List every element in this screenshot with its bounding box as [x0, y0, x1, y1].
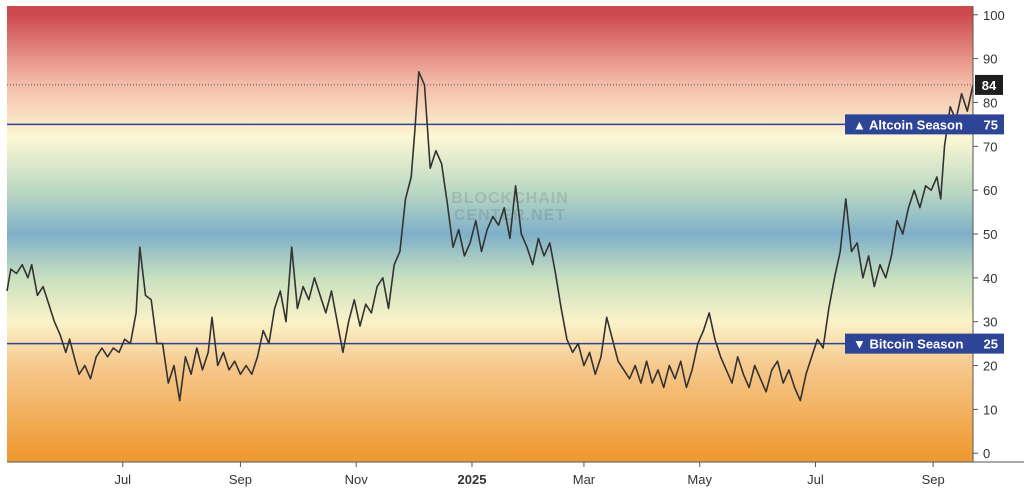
y-tick-label-70: 70	[983, 139, 997, 154]
x-tick-label-1: Sep	[229, 472, 252, 487]
reference-badge-label-0: ▲ Altcoin Season	[853, 117, 963, 132]
y-tick-label-20: 20	[983, 359, 997, 374]
reference-badge-bg-0	[845, 114, 1004, 135]
reference-badge-value-1: 25	[984, 337, 998, 352]
last-value-badge-label: 84	[982, 78, 997, 93]
series-layer	[6, 71, 974, 402]
y-tick-label-40: 40	[983, 271, 997, 286]
reference-badge-bg-1	[845, 333, 1004, 354]
watermark-line-1: BLOCKCHAIN	[451, 190, 569, 207]
x-tick-label-3: 2025	[458, 472, 487, 487]
series-line-0	[6, 71, 974, 402]
x-tick-label-7: Sep	[922, 472, 945, 487]
y-tick-label-30: 30	[983, 315, 997, 330]
y-tick-label-60: 60	[983, 183, 997, 198]
x-tick-label-0: Jul	[114, 472, 131, 487]
y-tick-label-0: 0	[983, 446, 990, 461]
axes: 0 10 20 30 40 50 60 70 80 90 100 Jul Sep Nov 2025 Mar Ma…	[7, 6, 1024, 487]
x-tick-label-6: Jul	[807, 472, 824, 487]
x-tick-label-4: Mar	[573, 472, 596, 487]
x-tick-label-5: May	[687, 472, 712, 487]
y-tick-label-90: 90	[983, 52, 997, 67]
y-tick-label-80: 80	[983, 95, 997, 110]
last-value-badge: 84	[975, 74, 1003, 95]
y-tick-label-100: 100	[983, 8, 1005, 23]
reference-badge-value-0: 75	[984, 117, 998, 132]
y-tick-label-50: 50	[983, 227, 997, 242]
reference-badge-1: ▼ Bitcoin Season 25	[845, 333, 1004, 354]
last-value-badge-bg	[975, 74, 1003, 95]
x-tick-label-2: Nov	[345, 472, 369, 487]
badges: ▲ Altcoin Season 75 ▼ Bitcoin Season 25 84	[845, 74, 1004, 354]
reference-badge-label-1: ▼ Bitcoin Season	[853, 337, 963, 352]
watermark-line-2: CENTER.NET	[454, 207, 566, 224]
reference-lines	[7, 123, 973, 345]
y-tick-label-10: 10	[983, 402, 997, 417]
plot-background	[7, 6, 973, 462]
reference-badge-0: ▲ Altcoin Season 75	[845, 114, 1004, 135]
watermark: BLOCKCHAIN CENTER.NET	[451, 190, 569, 224]
